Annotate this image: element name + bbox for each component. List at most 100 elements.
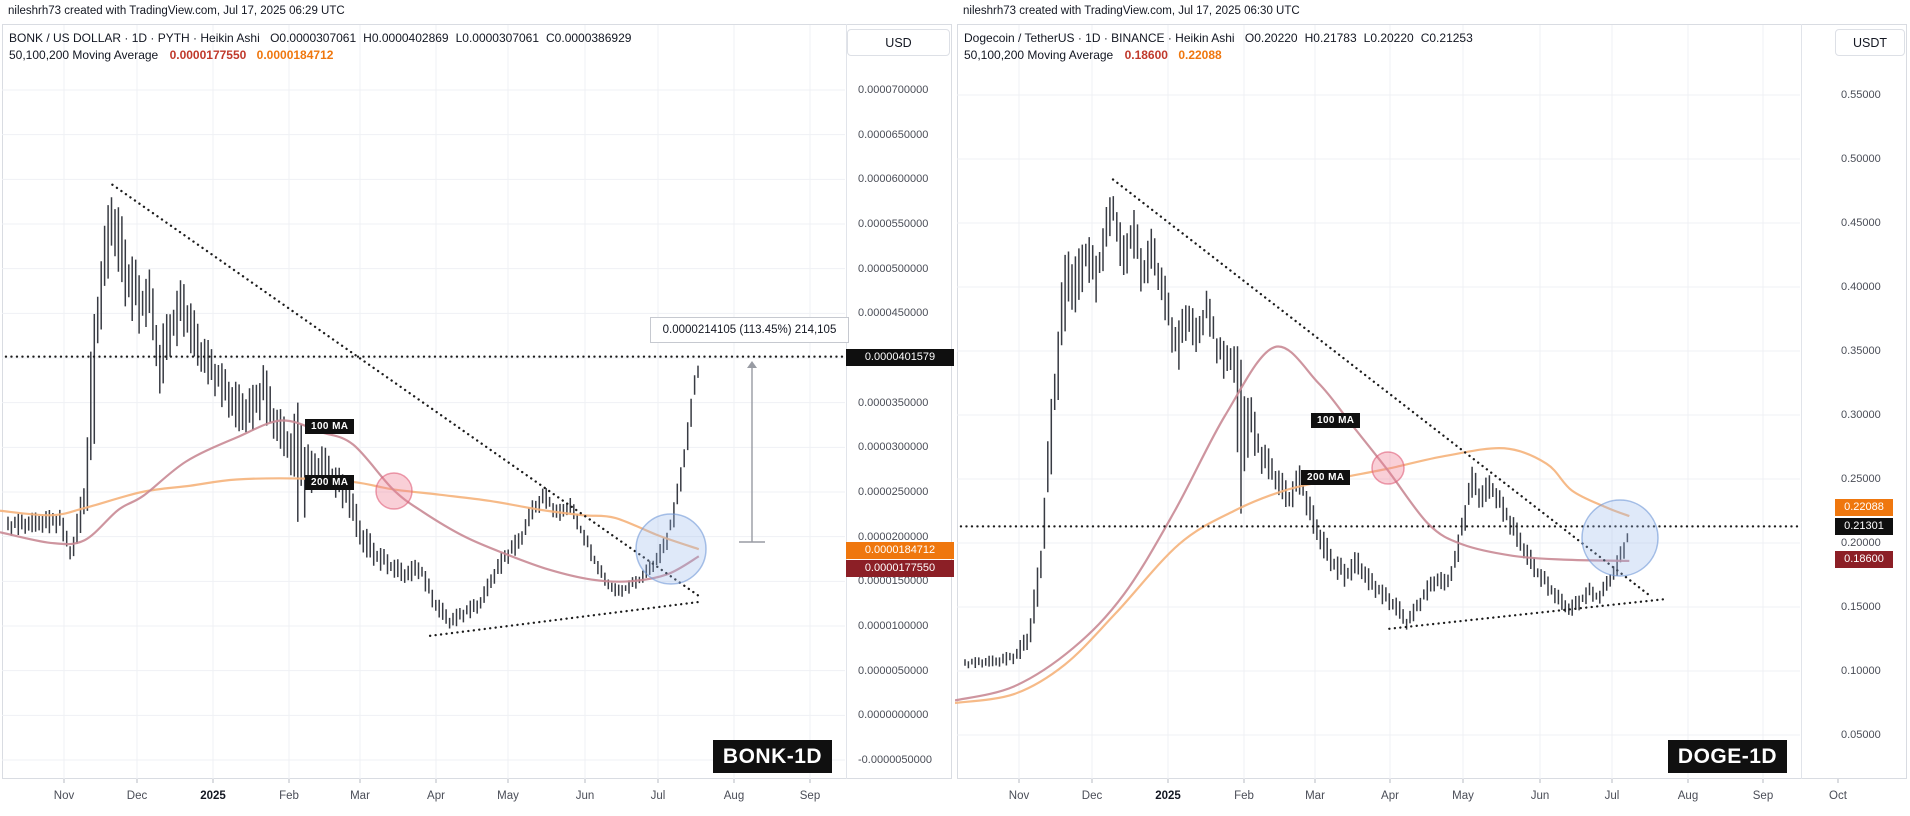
price-axis-label: 0.05000 (1841, 729, 1881, 741)
ma200-value: 0.0000184712 (256, 48, 334, 62)
measure-arrow-head (747, 361, 757, 368)
price-axis-label: 0.15000 (1841, 601, 1881, 613)
price-chart-canvas[interactable] (0, 0, 955, 816)
price-axis-separator (1801, 24, 1802, 779)
time-axis[interactable]: Nov Dec 2025 Feb Mar Apr May Jun Jul Aug Sep Oct (955, 780, 1910, 816)
currency-button[interactable]: USDT (1835, 29, 1905, 56)
high-value: H0.21783 (1304, 31, 1357, 45)
breakout-highlight-circle (635, 513, 707, 585)
high-value: H0.0000402869 (363, 31, 449, 45)
price-axis-label: 0.0000100000 (858, 620, 929, 632)
trendline-dotted[interactable] (1111, 178, 1653, 598)
low-value: L0.0000307061 (455, 31, 540, 45)
ma100-price-tag: 0.0000177550 (846, 560, 954, 577)
symbol-header: BONK / US DOLLAR · 1D · PYTH · Heikin As… (9, 30, 631, 64)
chart-frame (2, 24, 952, 779)
ma200-value: 0.22088 (1178, 48, 1222, 62)
time-axis-label: Sep (799, 790, 821, 802)
time-axis-label: Dec (1081, 790, 1103, 802)
time-axis-label: Sep (1752, 790, 1774, 802)
price-axis-label: 0.0000050000 (858, 664, 929, 677)
price-axis-label: 0.0000350000 (858, 396, 929, 409)
time-axis-label: Aug (1677, 790, 1699, 802)
time-axis[interactable]: Nov Dec 2025 Feb Mar Apr May Jun Jul Aug Sep (0, 780, 955, 816)
price-axis-label: 0.45000 (1841, 217, 1881, 229)
trendline-dotted[interactable] (428, 600, 701, 637)
trendline-dotted[interactable] (1388, 598, 1665, 630)
currency-button[interactable]: USD (847, 29, 950, 56)
close-value: C0.21253 (1420, 31, 1473, 45)
ma100-line (0, 419, 700, 583)
open-value: O0.20220 (1244, 31, 1298, 45)
symbol-badge: BONK-1D (713, 740, 832, 773)
price-axis-separator (846, 24, 847, 779)
chart-panel-doge: nileshrh73 created with TradingView.com,… (955, 0, 1910, 816)
time-axis-label: Nov (1008, 790, 1030, 802)
time-axis-label: Aug (723, 790, 745, 802)
symbol-title: BONK / US DOLLAR · 1D · PYTH · Heikin As… (9, 31, 260, 45)
ma100-label: 100 MA (1311, 413, 1361, 428)
time-axis-label: Jun (575, 790, 595, 802)
breakout-highlight-circle (1581, 499, 1659, 577)
close-value: C0.0000386929 (546, 31, 632, 45)
time-axis-label: 2025 (200, 790, 226, 802)
attribution-text: nileshrh73 created with TradingView.com,… (963, 5, 1300, 17)
time-axis-label: Mar (1305, 790, 1325, 802)
time-axis-label: Nov (53, 790, 75, 802)
symbol-header: Dogecoin / TetherUS · 1D · BINANCE · Hei… (964, 30, 1473, 64)
price-axis-label: 0.20000 (1841, 537, 1881, 549)
price-axis-label: 0.40000 (1841, 281, 1881, 293)
last-price-tag: 0.0000401579 (846, 349, 954, 366)
ma200-label: 200 MA (305, 475, 355, 490)
ma100-value: 0.18600 (1124, 48, 1168, 62)
heikin-ashi-bars (7, 197, 699, 629)
price-axis-label: 0.0000450000 (858, 307, 929, 320)
time-axis-label: Mar (350, 790, 370, 802)
time-axis-label: Feb (279, 790, 299, 802)
price-chart-canvas[interactable] (955, 0, 1910, 816)
indicator-title: 50,100,200 Moving Average (964, 48, 1114, 62)
price-axis-label: 0.0000600000 (858, 173, 929, 186)
time-axis-label: Jul (1604, 790, 1620, 802)
price-axis-label: -0.0000050000 (858, 754, 933, 766)
time-axis-label: Jun (1530, 790, 1550, 802)
low-value: L0.20220 (1363, 31, 1414, 45)
open-value: O0.0000307061 (270, 31, 357, 45)
price-axis-label: 0.0000250000 (858, 486, 929, 498)
price-axis-label: 0.0000300000 (858, 441, 929, 454)
ma200-price-tag: 0.22088 (1835, 499, 1893, 516)
ma100-line (955, 345, 1630, 702)
symbol-badge: DOGE-1D (1668, 740, 1787, 773)
heikin-ashi-bars (964, 196, 1629, 669)
indicator-title: 50,100,200 Moving Average (9, 48, 159, 62)
attribution-text: nileshrh73 created with TradingView.com,… (8, 5, 345, 17)
measure-annotation: 0.0000214105 (113.45%) 214,105 (650, 317, 849, 343)
time-axis-label: May (497, 790, 519, 802)
ma200-line (0, 477, 700, 551)
price-axis-label: 0.0000000000 (858, 709, 929, 722)
ma-cross-highlight-circle (375, 472, 413, 510)
chart-panel-bonk: nileshrh73 created with TradingView.com,… (0, 0, 955, 816)
price-axis-label: 0.0000550000 (858, 218, 929, 230)
price-axis-label: 0.25000 (1841, 473, 1881, 485)
ma100-price-tag: 0.18600 (1835, 551, 1893, 568)
time-axis-label: Dec (126, 790, 148, 802)
trendline-dotted[interactable] (111, 183, 701, 598)
price-axis-label: 0.0000500000 (858, 262, 929, 275)
time-axis-label: Oct (1829, 790, 1847, 802)
time-axis-label: Feb (1234, 790, 1254, 802)
ma100-label: 100 MA (305, 419, 355, 434)
ohlc-values: O0.0000307061 H0.0000402869 L0.0000307061 C… (263, 31, 631, 45)
price-axis-label: 0.10000 (1841, 665, 1881, 677)
symbol-title: Dogecoin / TetherUS · 1D · BINANCE · Hei… (964, 31, 1235, 45)
time-axis-label: 2025 (1155, 790, 1181, 802)
price-axis[interactable]: 0.0000700000 0.0000650000 0.0000600000 0.00… (846, 24, 955, 779)
price-axis-label: 0.35000 (1841, 345, 1881, 357)
price-axis-label: 0.55000 (1841, 89, 1881, 101)
price-axis-label: 0.0000650000 (858, 128, 929, 141)
ma100-value: 0.0000177550 (169, 48, 247, 62)
price-axis-label: 0.0000150000 (858, 575, 929, 588)
price-axis[interactable]: 0.55000 0.50000 0.45000 0.40000 0.35000 0.300… (1801, 24, 1910, 779)
ma200-label: 200 MA (1301, 470, 1351, 485)
